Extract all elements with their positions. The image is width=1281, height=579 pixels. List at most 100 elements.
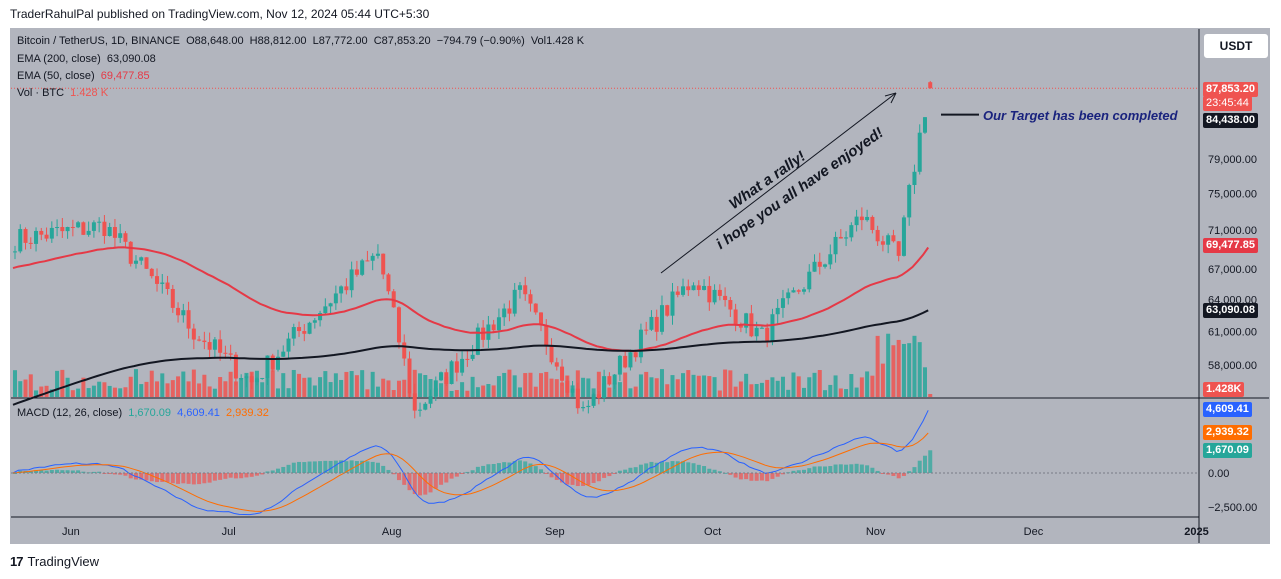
volume-bar — [665, 384, 670, 397]
legend-ema50[interactable]: EMA (50, close) 69,477.85 — [17, 70, 150, 82]
volume-bar — [23, 379, 28, 397]
macd-histogram-bar — [91, 471, 96, 473]
macd-histogram-bar — [823, 466, 828, 473]
volume-bar — [297, 373, 302, 397]
candle-body — [880, 241, 885, 245]
macd-histogram-bar — [65, 470, 70, 473]
macd-histogram-bar — [549, 473, 554, 478]
candle-body — [875, 229, 880, 242]
candle-body — [854, 216, 859, 226]
price-tick-label: 79,000.00 — [1208, 154, 1257, 166]
volume-bar — [539, 373, 543, 397]
macd-histogram-bar — [544, 473, 549, 474]
macd-histogram-bar — [570, 473, 575, 485]
macd-line-value: 4,609.41 — [177, 407, 220, 419]
tradingview-logo[interactable]: 17 TradingView — [10, 554, 99, 569]
candle-body — [202, 340, 207, 343]
candle-body — [428, 396, 433, 404]
candle-body — [723, 295, 728, 301]
candle-body — [312, 320, 317, 323]
price-tick-label: 67,000.00 — [1208, 264, 1257, 276]
candle-body — [297, 327, 302, 332]
macd-histogram-bar — [581, 473, 586, 486]
candle-body — [928, 82, 933, 89]
macd-histogram-bar — [875, 470, 880, 473]
candle-body — [617, 355, 622, 375]
volume-bar — [423, 375, 428, 397]
candle-body — [623, 355, 628, 368]
volume-bar — [139, 384, 144, 397]
candle-body — [901, 217, 906, 256]
volume-bar — [691, 374, 696, 397]
macd-histogram-bar — [481, 465, 486, 473]
macd-histogram-bar — [717, 471, 722, 473]
volume-bar — [102, 382, 107, 397]
volume-bar — [854, 387, 859, 397]
macd-histogram-bar — [365, 461, 370, 473]
target-annotation: Our Target has been completed — [983, 108, 1178, 123]
macd-histogram-bar — [770, 473, 775, 479]
volume-bar — [333, 373, 338, 397]
volume-bar — [470, 376, 475, 397]
countdown-badge: 23:45:44 — [1203, 96, 1252, 111]
volume-bar — [702, 375, 707, 397]
candle-body — [591, 394, 596, 406]
macd-histogram-bar — [407, 473, 412, 491]
candle-body — [849, 225, 854, 238]
macd-histogram-bar — [922, 455, 927, 473]
macd-histogram-bar — [202, 473, 207, 484]
volume-bar — [328, 382, 333, 397]
volume-bar — [865, 371, 870, 397]
volume-bar — [149, 370, 154, 397]
candle-body — [581, 407, 586, 409]
macd-histogram-bar — [702, 466, 707, 473]
legend-macd[interactable]: MACD (12, 26, close) 1,670.09 4,609.41 2… — [17, 407, 269, 419]
candle-body — [412, 393, 417, 411]
time-tick-label: Nov — [866, 526, 886, 538]
macd-histogram-bar — [623, 469, 628, 473]
currency-button[interactable]: USDT — [1203, 33, 1269, 59]
candle-body — [549, 346, 554, 363]
chart-frame[interactable]: 58,000.00 61,000.00 64,000.00 67,000.00 71,0… — [10, 28, 1270, 544]
ema-lines — [12, 246, 930, 406]
volume-bar — [744, 373, 749, 397]
volume-bar — [617, 382, 622, 397]
volume-bar — [638, 374, 643, 397]
candle-body — [260, 377, 265, 379]
volume-bar — [912, 335, 917, 397]
legend-ema200[interactable]: EMA (200, close) 63,090.08 — [17, 53, 156, 65]
volume-bar — [612, 382, 617, 397]
macd-histogram-bar — [681, 461, 686, 473]
candle-body — [654, 316, 659, 332]
rally-arrow — [660, 92, 897, 274]
volume-bar — [481, 385, 486, 397]
macd-histogram-bar — [444, 473, 449, 483]
time-tick-label: Dec — [1024, 526, 1044, 538]
macd-histogram-bar — [886, 473, 891, 475]
annotations — [11, 87, 1199, 274]
macd-histogram-bar — [912, 467, 917, 473]
candle-body — [354, 269, 359, 275]
candle-body — [691, 285, 696, 291]
macd-histogram-bar — [859, 464, 864, 473]
volume-bar — [802, 387, 806, 397]
volume-bar — [733, 386, 738, 397]
macd-histogram-bar — [123, 473, 128, 476]
candle-body — [612, 374, 617, 385]
macd-histogram-bar — [607, 473, 612, 477]
macd-histogram-bar — [281, 466, 286, 473]
volume-badge: 1.428K — [1203, 382, 1245, 397]
volume-bar — [155, 381, 160, 397]
macd-histogram-bar — [76, 470, 81, 473]
axes: 58,000.0061,000.0064,000.0067,000.0071,0… — [62, 154, 1257, 538]
candle-body — [249, 376, 254, 383]
volume-bar — [86, 388, 91, 397]
candle-body — [844, 237, 849, 239]
chart-canvas[interactable]: 58,000.0061,000.0064,000.0067,000.0071,0… — [11, 29, 1269, 543]
volume-bar — [307, 377, 312, 397]
macd-histogram-bar — [854, 463, 859, 473]
macd-histogram-bar — [880, 473, 885, 474]
legend-volume[interactable]: Vol · BTC 1.428 K — [17, 87, 108, 99]
candle-body — [323, 306, 328, 314]
macd-histogram-bar — [807, 468, 812, 473]
